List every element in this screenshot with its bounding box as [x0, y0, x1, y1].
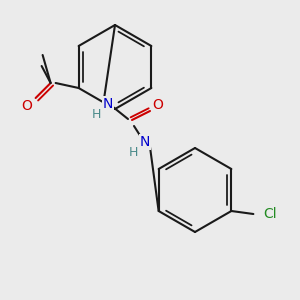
Text: Cl: Cl — [263, 207, 277, 221]
Text: H: H — [91, 107, 101, 121]
Text: N: N — [103, 97, 113, 111]
Text: H: H — [128, 146, 138, 158]
Text: N: N — [140, 135, 150, 149]
Text: O: O — [21, 99, 32, 113]
Text: O: O — [153, 98, 164, 112]
